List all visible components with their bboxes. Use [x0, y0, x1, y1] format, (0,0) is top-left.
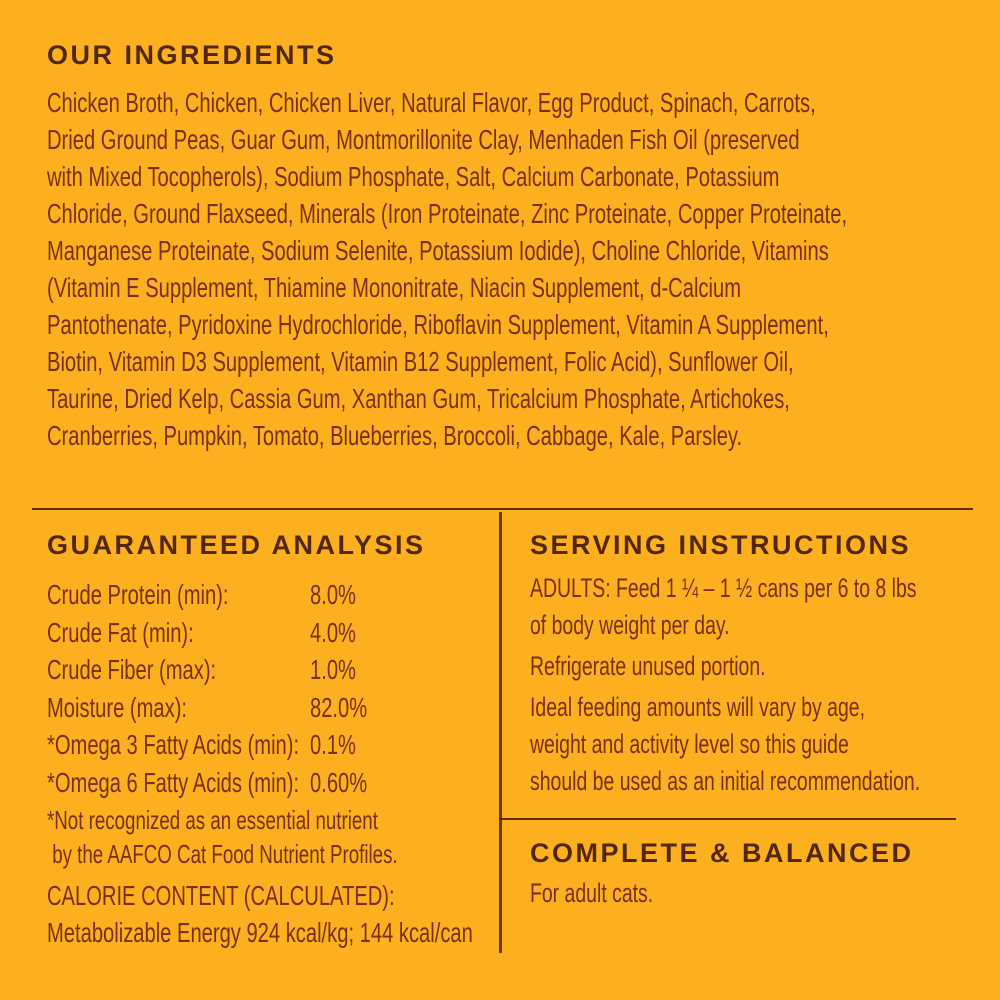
horizontal-divider-main: [32, 508, 973, 510]
analysis-row: Moisture (max): 82.0%: [47, 689, 492, 727]
ingredients-text: Chicken Broth, Chicken, Chicken Liver, N…: [47, 87, 848, 451]
analysis-label: Crude Fat (min):: [47, 616, 194, 648]
analysis-label: Crude Fiber (max):: [47, 654, 217, 685]
analysis-row: Crude Fiber (max): 1.0%: [47, 651, 492, 689]
aafco-footnote: *Not recognized as an essential nutrient…: [47, 805, 398, 869]
analysis-value: 82.0%: [310, 691, 368, 723]
analysis-label: *Omega 3 Fatty Acids (min):: [47, 729, 300, 760]
calorie-content-value: Metabolizable Energy 924 kcal/kg; 144 kc…: [47, 917, 473, 948]
ingredients-section: OUR INGREDIENTS Chicken Broth, Chicken, …: [47, 40, 1000, 454]
analysis-row: Crude Protein (min): 8.0%: [47, 576, 492, 614]
serving-instructions-section: SERVING INSTRUCTIONS ADULTS: Feed 1 ¼ – …: [530, 530, 970, 804]
analysis-label: Moisture (max):: [47, 691, 188, 723]
analysis-value: 1.0%: [310, 654, 356, 685]
vertical-column-divider: [499, 512, 502, 953]
ingredients-title: OUR INGREDIENTS: [47, 40, 337, 70]
serving-instructions-title: SERVING INSTRUCTIONS: [530, 530, 912, 560]
analysis-value: 4.0%: [310, 616, 356, 648]
horizontal-divider-right-column: [499, 818, 956, 820]
analysis-value: 0.60%: [310, 766, 368, 798]
analysis-label: *Omega 6 Fatty Acids (min):: [47, 766, 300, 798]
analysis-value: 0.1%: [310, 729, 356, 760]
analysis-row: *Omega 6 Fatty Acids (min): 0.60%: [47, 764, 492, 802]
complete-balanced-section: COMPLETE & BALANCED For adult cats.: [530, 838, 914, 910]
guaranteed-analysis-section: GUARANTEED ANALYSIS Crude Protein (min):…: [47, 530, 492, 951]
serving-paragraph: Refrigerate unused portion.: [530, 651, 766, 681]
analysis-row: *Omega 3 Fatty Acids (min): 0.1%: [47, 726, 492, 764]
analysis-value: 8.0%: [310, 579, 356, 610]
analysis-table: Crude Protein (min): 8.0% Crude Fat (min…: [47, 576, 492, 801]
complete-balanced-title: COMPLETE & BALANCED: [530, 838, 914, 868]
serving-paragraph: ADULTS: Feed 1 ¼ – 1 ½ cans per 6 to 8 l…: [530, 573, 917, 640]
analysis-label: Crude Protein (min):: [47, 579, 229, 610]
analysis-row: Crude Fat (min): 4.0%: [47, 614, 492, 652]
calorie-content-block: CALORIE CONTENT (CALCULATED): Metaboliza…: [47, 877, 492, 951]
guaranteed-analysis-title: GUARANTEED ANALYSIS: [47, 530, 426, 560]
serving-paragraph: Ideal feeding amounts will vary by age, …: [530, 692, 921, 796]
calorie-content-title: CALORIE CONTENT (CALCULATED):: [47, 880, 395, 911]
complete-balanced-subtitle: For adult cats.: [530, 878, 654, 908]
serving-instructions-text: ADULTS: Feed 1 ¼ – 1 ½ cans per 6 to 8 l…: [530, 570, 970, 800]
